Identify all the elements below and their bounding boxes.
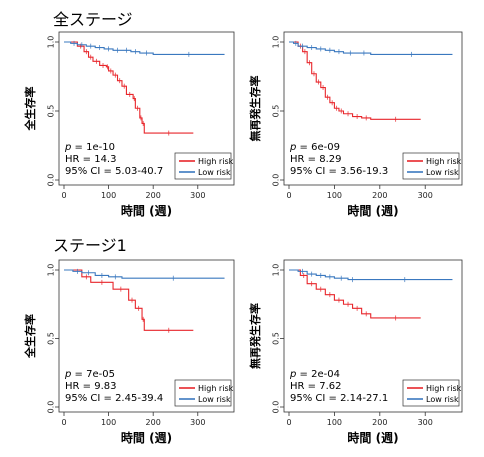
chart3-legend-label: Low risk — [198, 395, 231, 404]
chart2-x-tick-label: 0 — [286, 191, 291, 200]
chart1-series-low-risk-line — [64, 41, 225, 55]
chart4-x-tick-label: 300 — [418, 418, 433, 427]
chart3-hazard-ratio: HR = 9.83 — [65, 381, 116, 392]
chart3-series-high-risk-line — [64, 269, 194, 331]
chart1-legend-label: High risk — [198, 157, 234, 166]
chart2-y-tick-label: 0.5 — [272, 105, 281, 118]
chart3-x-tick-label: 0 — [61, 418, 66, 427]
chart1-x-tick-label: 200 — [146, 191, 161, 200]
chart3-x-tick-label: 200 — [146, 418, 161, 427]
chart4-x-axis-title: 時間 (週) — [347, 430, 398, 445]
chart2-confidence-interval: 95% CI = 3.56-19.3 — [290, 166, 388, 177]
chart1-x-tick-label: 300 — [190, 191, 205, 200]
chart1-y-tick-label: 1.0 — [47, 36, 56, 49]
chart4-x-tick-label: 100 — [327, 418, 342, 427]
chart4-x-tick-label: 200 — [372, 418, 387, 427]
chart2-p-value: p = 6e-09 — [289, 142, 340, 153]
chart2-x-tick-label: 100 — [327, 191, 342, 200]
chart1-x-tick-label: 100 — [101, 191, 116, 200]
chart4-y-tick-label: 0.5 — [272, 332, 281, 345]
chart1-legend-label: Low risk — [198, 168, 231, 177]
chart3-legend-box — [174, 379, 232, 407]
chart2-legend-label: High risk — [426, 157, 462, 166]
chart2-legend-label: Low risk — [426, 168, 459, 177]
chart2-x-tick-label: 200 — [372, 191, 387, 200]
chart3-p-value: p = 7e-05 — [64, 369, 115, 380]
chart2-legend-box — [402, 152, 460, 180]
chart1-y-axis-title: 全生存率 — [23, 87, 37, 132]
chart3-legend-label: High risk — [198, 384, 234, 393]
chart4-legend-label: High risk — [426, 384, 462, 393]
chart4-plot-frame — [283, 259, 463, 413]
chart3-plot-frame — [58, 259, 235, 413]
chart4-series-low-risk-line — [289, 269, 453, 281]
section-title-all-stages: 全ステージ — [53, 10, 133, 29]
chart3-y-axis-title: 全生存率 — [23, 314, 37, 359]
chart3-series-low-risk-line — [64, 269, 225, 279]
chart1-y-tick-label: 0.5 — [47, 105, 56, 118]
chart4-p-value: p = 2e-04 — [289, 369, 340, 380]
chart1-plot-frame — [58, 31, 235, 186]
chart4-legend-label: Low risk — [426, 395, 459, 404]
chart3-y-tick-label: 1.0 — [47, 264, 56, 277]
chart2-series-high-risk-line — [289, 41, 421, 120]
chart3-y-tick-label: 0.0 — [47, 401, 56, 414]
chart4-x-tick-label: 0 — [286, 418, 291, 427]
chart4-confidence-interval: 95% CI = 2.14-27.1 — [290, 393, 388, 404]
chart4-legend-box — [402, 379, 460, 407]
chart1-hazard-ratio: HR = 14.3 — [65, 154, 116, 165]
chart2-hazard-ratio: HR = 8.29 — [290, 154, 341, 165]
chart3-y-tick-label: 0.5 — [47, 332, 56, 345]
chart2-plot-frame — [283, 31, 463, 186]
chart4-y-tick-label: 0.0 — [272, 401, 281, 414]
chart1-confidence-interval: 95% CI = 5.03-40.7 — [65, 166, 163, 177]
chart1-legend-box — [174, 152, 232, 180]
chart4-y-axis-title: 無再発生存率 — [248, 303, 262, 369]
chart2-x-tick-label: 300 — [418, 191, 433, 200]
chart2-y-axis-title: 無再発生存率 — [248, 76, 262, 142]
chart1-x-tick-label: 0 — [61, 191, 66, 200]
chart3-x-tick-label: 300 — [190, 418, 205, 427]
chart2-x-axis-title: 時間 (週) — [347, 203, 398, 218]
chart2-y-tick-label: 0.0 — [272, 174, 281, 187]
chart1-p-value: p = 1e-10 — [64, 142, 115, 153]
chart3-x-axis-title: 時間 (週) — [121, 430, 172, 445]
chart3-confidence-interval: 95% CI = 2.45-39.4 — [65, 393, 163, 404]
chart2-y-tick-label: 1.0 — [272, 36, 281, 49]
chart4-y-tick-label: 1.0 — [272, 264, 281, 277]
chart4-series-high-risk-line — [289, 269, 421, 319]
chart2-series-low-risk-line — [289, 41, 453, 55]
section-title-stage-1: ステージ1 — [53, 236, 127, 255]
chart3-x-tick-label: 100 — [101, 418, 116, 427]
chart1-x-axis-title: 時間 (週) — [121, 203, 172, 218]
chart1-y-tick-label: 0.0 — [47, 174, 56, 187]
chart4-hazard-ratio: HR = 7.62 — [290, 381, 341, 392]
chart1-series-high-risk-line — [64, 41, 194, 134]
